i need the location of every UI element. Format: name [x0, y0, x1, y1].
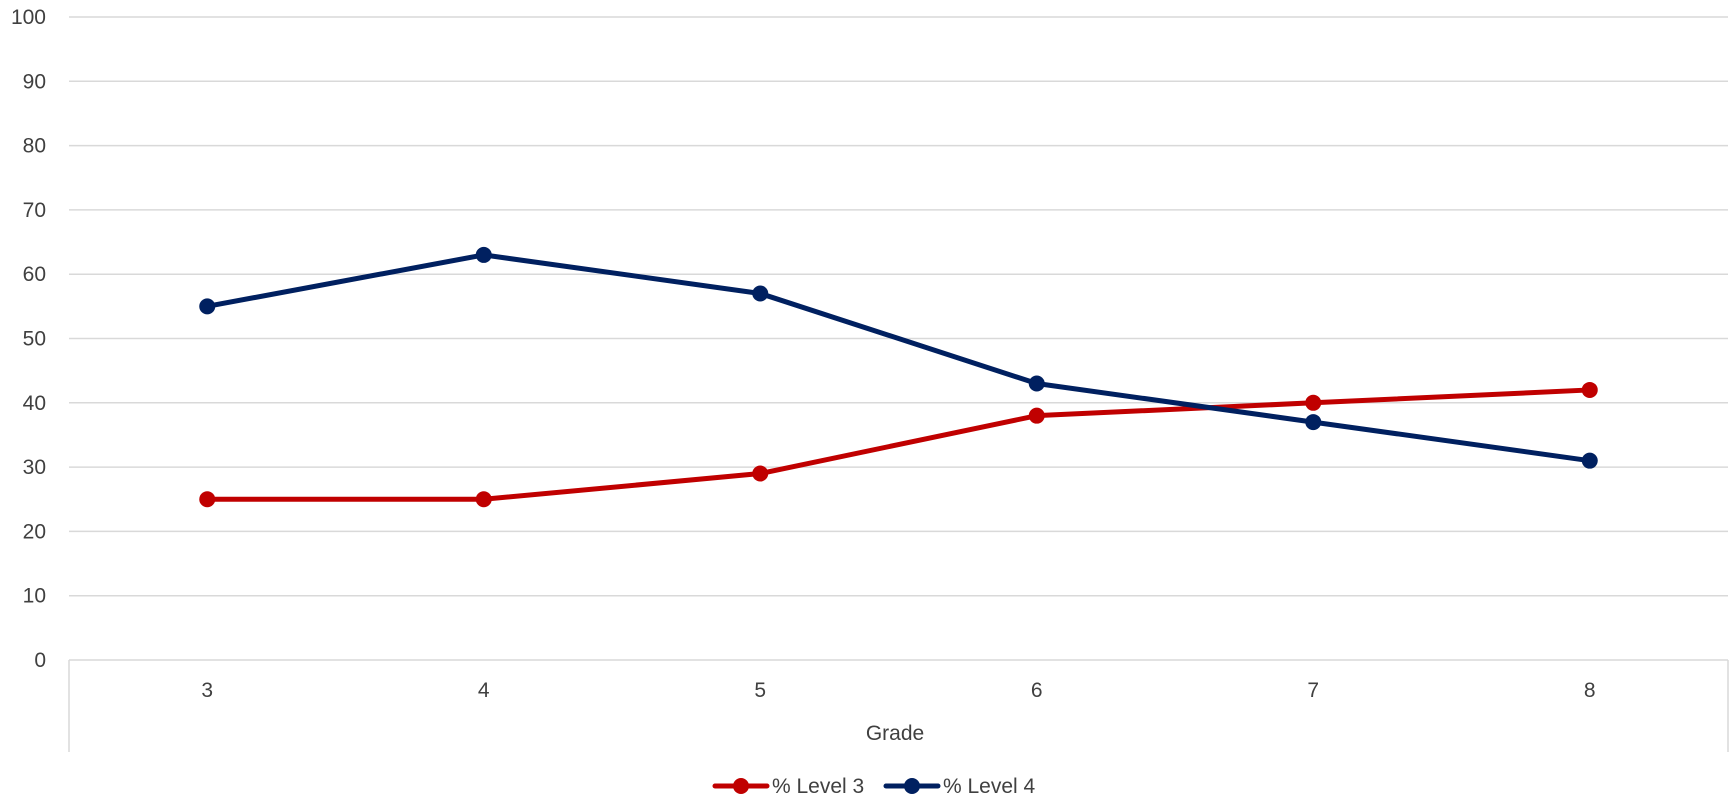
y-tick-label: 100 [11, 6, 46, 29]
series [199, 246, 1598, 508]
x-tick-label: 6 [1031, 679, 1043, 702]
x-tick-label: 3 [201, 679, 213, 702]
y-tick-label: 90 [23, 70, 46, 93]
legend-item-1: % Level 3 [712, 775, 864, 798]
data-point [1581, 381, 1598, 398]
data-point [1305, 414, 1322, 431]
data-point [199, 491, 216, 508]
y-tick-label: 30 [23, 456, 46, 479]
y-tick-label: 60 [23, 263, 46, 286]
data-point [1028, 407, 1045, 424]
y-tick-label: 20 [23, 520, 46, 543]
legend-dot-marker [904, 778, 920, 794]
legend-label: % Level 4 [943, 775, 1036, 795]
y-tick-labels: 0 10 20 30 40 50 60 70 80 90 100 [11, 6, 46, 672]
y-tick-label: 80 [23, 135, 46, 158]
legend-item-2: % Level 4 [883, 775, 1036, 798]
data-point [1581, 452, 1598, 469]
x-tick-label: 8 [1584, 679, 1596, 702]
data-point [199, 298, 216, 315]
y-tick-label: 40 [23, 392, 46, 415]
data-point [752, 285, 769, 302]
x-tick-label: 4 [478, 679, 490, 702]
series-2 [199, 246, 1598, 469]
legend-dot-marker [733, 778, 749, 794]
axes [68, 659, 1729, 752]
series-line [204, 252, 1593, 464]
x-tick-label: 7 [1307, 679, 1319, 702]
series-line [204, 387, 1593, 502]
legend-label: % Level 3 [772, 775, 864, 795]
gridlines [69, 16, 1728, 597]
data-point [752, 465, 769, 482]
x-axis-title: Grade [866, 722, 924, 745]
x-tick-labels: 3 4 5 6 7 8 [201, 679, 1595, 702]
y-tick-label: 0 [34, 649, 46, 672]
y-tick-label: 10 [23, 585, 46, 608]
data-point [475, 246, 492, 263]
series-1 [199, 381, 1598, 508]
x-tick-label: 5 [754, 679, 766, 702]
data-point [1028, 375, 1045, 392]
data-point [475, 491, 492, 508]
data-point [1305, 394, 1322, 411]
y-tick-label: 70 [23, 199, 46, 222]
legend: % Level 3 % Level 4 [712, 775, 1036, 798]
y-tick-label: 50 [23, 328, 46, 351]
